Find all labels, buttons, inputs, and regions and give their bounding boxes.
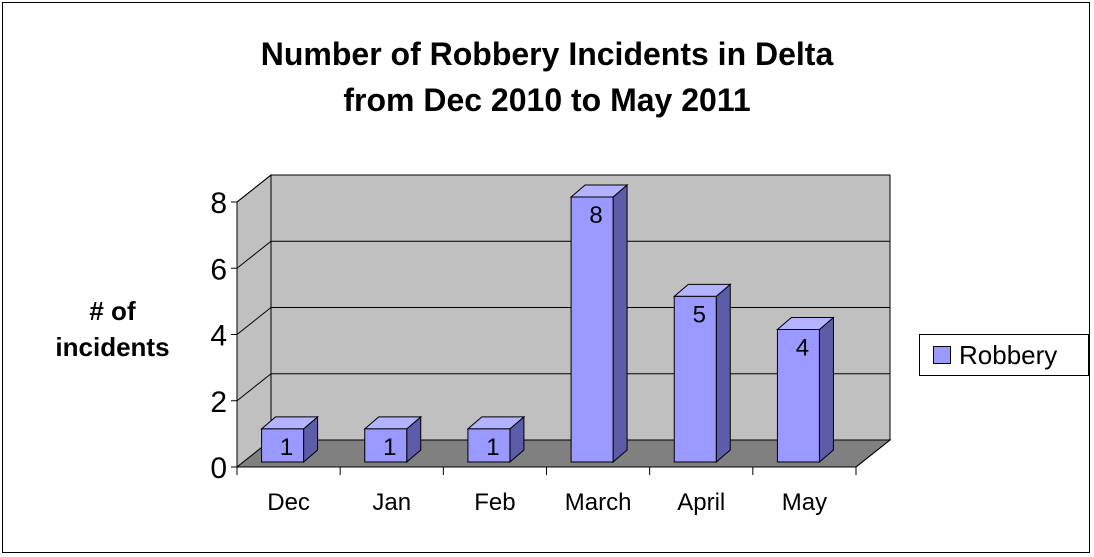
bar-front-may (776, 329, 820, 463)
data-label-march: 8 (589, 202, 602, 229)
bar-dec: 1 (260, 415, 319, 464)
bar-jan: 1 (363, 415, 423, 464)
y-tick-label-8: 8 (210, 187, 227, 220)
x-tick-label-feb: Feb (474, 489, 515, 516)
gridline-side-4 (236, 307, 272, 335)
bar-side-march (612, 183, 628, 464)
gridline-side-2 (236, 373, 272, 402)
y-tick-label-2: 2 (210, 386, 227, 419)
data-label-dec: 1 (280, 434, 293, 461)
chart-title: Number of Robbery Incidents in Delta fro… (0, 31, 1094, 123)
gridline-side-8 (236, 174, 272, 203)
x-tick-label-dec: Dec (267, 489, 310, 516)
chart-title-line-1: Number of Robbery Incidents in Delta (260, 36, 834, 72)
bar-side-april (715, 283, 731, 464)
gridline-side-6 (236, 240, 272, 269)
y-axis-label-line-1: # of (89, 296, 136, 326)
bar-april: 5 (672, 283, 732, 464)
bar-front-march (570, 196, 614, 463)
bar-may: 4 (776, 316, 835, 464)
data-label-may: 4 (796, 335, 809, 362)
bar-front-feb (467, 428, 511, 463)
legend: Robbery (919, 334, 1089, 376)
legend-label-robbery: Robbery (959, 339, 1058, 370)
x-tick-label-april: April (677, 489, 725, 516)
y-axis-label: # of incidents (30, 293, 195, 365)
legend-swatch-robbery (933, 346, 951, 364)
bar-side-may (818, 316, 834, 464)
y-tick-label-6: 6 (210, 253, 227, 286)
y-tick-label-4: 4 (210, 320, 227, 353)
bar-front-jan (364, 428, 408, 463)
y-tick-label-0: 0 (210, 452, 227, 485)
bar-front-april (673, 295, 717, 463)
data-label-feb: 1 (486, 434, 499, 461)
data-label-april: 5 (693, 301, 706, 328)
x-tick-label-jan: Jan (372, 489, 411, 516)
x-tick-label-may: May (782, 489, 827, 516)
bar-front-dec (261, 428, 305, 463)
floor-edge-right (855, 439, 891, 468)
bar-feb: 1 (466, 415, 526, 464)
bar-march: 8 (569, 183, 629, 464)
x-tick-label-march: March (565, 489, 632, 516)
data-label-jan: 1 (383, 434, 396, 461)
y-axis-label-line-2: incidents (55, 332, 170, 362)
chart-title-line-2: from Dec 2010 to May 2011 (343, 82, 751, 118)
